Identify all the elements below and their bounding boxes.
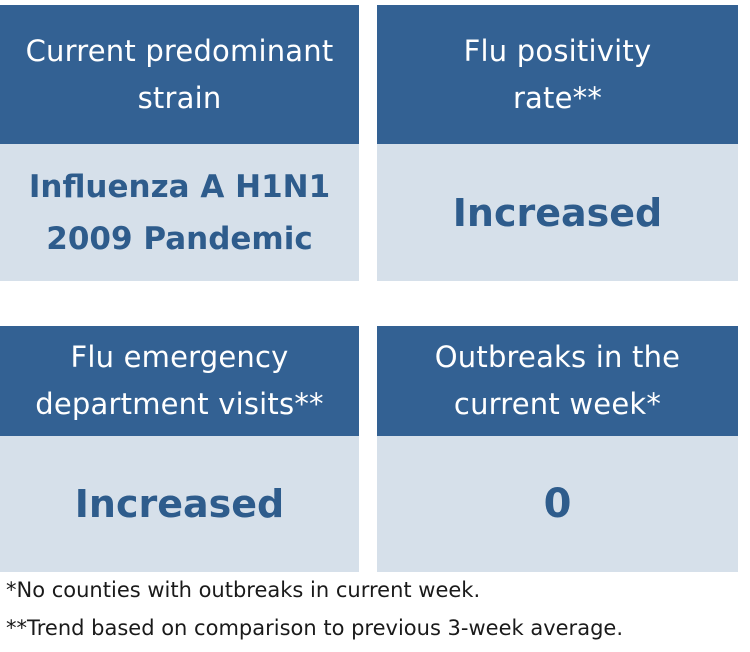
ed-visits-header: Flu emergency department visits** — [0, 326, 359, 436]
outbreaks-title: Outbreaks in the current week* — [434, 340, 681, 421]
flu-positivity-value: Increased — [452, 190, 663, 235]
outbreaks-header: Outbreaks in the current week* — [377, 326, 738, 436]
outbreaks-value: 0 — [543, 481, 572, 527]
ed-visits-body: Increased — [0, 436, 359, 572]
predominant-strain-header: Current predominant strain — [0, 5, 359, 144]
flu-positivity-header: Flu positivity rate** — [377, 5, 738, 144]
flu-positivity-card: Flu positivity rate** Increased — [377, 5, 738, 281]
outbreaks-card: Outbreaks in the current week* 0 — [377, 326, 738, 572]
ed-visits-card: Flu emergency department visits** Increa… — [0, 326, 359, 572]
predominant-strain-title: Current predominant strain — [25, 33, 334, 115]
footnote-outbreaks: *No counties with outbreaks in current w… — [6, 578, 481, 602]
flu-positivity-title: Flu positivity rate** — [463, 33, 652, 115]
flu-positivity-body: Increased — [377, 144, 738, 281]
outbreaks-body: 0 — [377, 436, 738, 572]
footnote-trend: **Trend based on comparison to previous … — [6, 616, 623, 640]
predominant-strain-body: Influenza A H1N1 2009 Pandemic — [0, 144, 359, 281]
ed-visits-title: Flu emergency department visits** — [35, 340, 324, 421]
predominant-strain-card: Current predominant strain Influenza A H… — [0, 5, 359, 281]
predominant-strain-value: Influenza A H1N1 2009 Pandemic — [28, 168, 331, 257]
ed-visits-value: Increased — [74, 482, 285, 526]
